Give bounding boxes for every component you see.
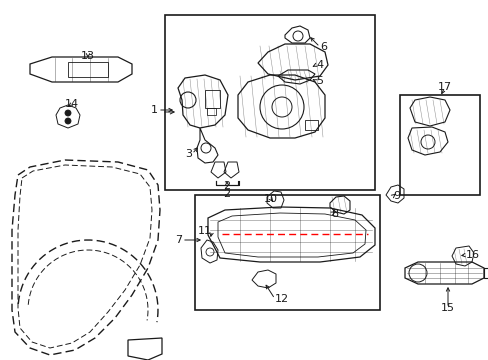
Text: 1: 1: [151, 105, 158, 115]
Circle shape: [65, 110, 71, 116]
Text: 10: 10: [264, 194, 278, 204]
Text: 16: 16: [465, 250, 479, 260]
Text: 15: 15: [440, 303, 454, 313]
Text: 13: 13: [81, 51, 95, 61]
Text: 17: 17: [437, 82, 451, 92]
Text: 9: 9: [392, 191, 399, 201]
Text: 5: 5: [315, 76, 323, 86]
Text: 7: 7: [175, 235, 182, 245]
Text: 2: 2: [223, 189, 230, 199]
Text: 4: 4: [315, 60, 323, 70]
Text: 14: 14: [65, 99, 79, 109]
Text: 2: 2: [223, 181, 230, 191]
Circle shape: [65, 118, 71, 124]
Text: 3: 3: [184, 149, 192, 159]
Text: 12: 12: [274, 294, 288, 304]
Text: 6: 6: [319, 42, 326, 52]
Text: 11: 11: [198, 226, 212, 236]
Text: 8: 8: [330, 209, 337, 219]
